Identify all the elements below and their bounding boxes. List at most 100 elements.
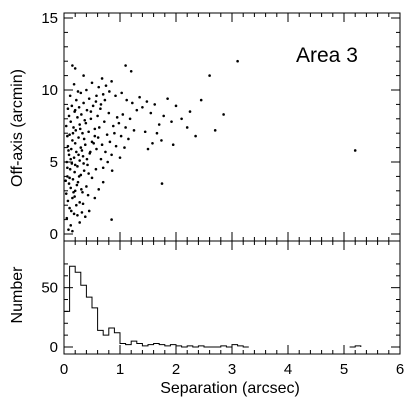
scatter-point bbox=[67, 228, 70, 231]
scatter-point bbox=[353, 149, 357, 152]
x-tick-label: 0 bbox=[60, 361, 68, 378]
scatter-point bbox=[67, 114, 71, 118]
scatter-point bbox=[145, 100, 149, 103]
scatter-point bbox=[138, 95, 141, 99]
scatter-point bbox=[82, 162, 85, 165]
scatter-point bbox=[75, 203, 78, 207]
scatter-point bbox=[170, 120, 173, 123]
scatter-point bbox=[99, 107, 102, 111]
scatter-point bbox=[66, 175, 69, 178]
scatter-point bbox=[68, 94, 72, 98]
scatter-axis-ticks bbox=[63, 13, 401, 241]
scatter-point bbox=[92, 141, 95, 145]
scatter-point bbox=[71, 177, 75, 181]
scatter-point bbox=[77, 136, 80, 139]
scatter-point bbox=[81, 190, 84, 194]
scatter-point bbox=[73, 195, 76, 198]
scatter-point bbox=[78, 221, 81, 224]
scatter-point bbox=[71, 196, 74, 200]
scatter-point bbox=[96, 136, 100, 139]
scatter-point bbox=[80, 188, 83, 191]
scatter-point bbox=[111, 124, 115, 128]
scatter-point bbox=[97, 126, 101, 129]
scatter-point bbox=[120, 91, 123, 95]
scatter-point bbox=[222, 113, 225, 116]
scatter-point bbox=[110, 80, 113, 83]
scatter-point bbox=[78, 127, 82, 131]
histogram-bin bbox=[86, 297, 92, 347]
scatter-point bbox=[85, 185, 88, 188]
scatter-point bbox=[129, 69, 133, 73]
scatter-point bbox=[160, 139, 163, 142]
scatter-point bbox=[141, 105, 144, 109]
scatter-point bbox=[81, 154, 85, 158]
scatter-y-tick-label: 0 bbox=[50, 226, 58, 243]
scatter-point bbox=[82, 137, 86, 141]
scatter-point bbox=[96, 114, 99, 118]
scatter-point bbox=[146, 147, 150, 151]
scatter-point bbox=[64, 179, 67, 183]
scatter-point bbox=[65, 216, 69, 220]
area-annotation: Area 3 bbox=[296, 44, 358, 67]
histogram-bin bbox=[98, 330, 104, 347]
scatter-point bbox=[76, 213, 79, 217]
scatter-point bbox=[104, 150, 107, 154]
scatter-point bbox=[89, 110, 93, 113]
scatter-point bbox=[113, 131, 116, 135]
histogram-panel-frame bbox=[63, 240, 401, 355]
scatter-point bbox=[73, 141, 77, 145]
scatter-point bbox=[104, 84, 108, 87]
scatter-point bbox=[162, 114, 165, 118]
scatter-point bbox=[94, 167, 98, 171]
scatter-point bbox=[83, 118, 87, 122]
scatter-point bbox=[91, 104, 95, 108]
scatter-point bbox=[157, 123, 161, 126]
scatter-point bbox=[64, 192, 68, 195]
scatter-point bbox=[80, 113, 83, 116]
scatter-point bbox=[153, 103, 157, 106]
scatter-point bbox=[135, 108, 139, 112]
scatter-point bbox=[78, 201, 81, 204]
scatter-point bbox=[124, 64, 127, 67]
histogram-bin bbox=[137, 343, 143, 347]
scatter-point bbox=[149, 111, 153, 115]
scatter-point bbox=[174, 104, 178, 108]
scatter-point bbox=[128, 117, 132, 121]
scatter-point bbox=[68, 133, 71, 136]
scatter-point bbox=[69, 224, 73, 227]
scatter-point bbox=[76, 116, 79, 119]
scatter-point bbox=[75, 183, 79, 187]
scatter-point bbox=[166, 97, 169, 100]
scatter-point bbox=[151, 141, 154, 145]
scatter-point bbox=[86, 163, 89, 167]
scatter-point bbox=[208, 74, 211, 77]
scatter-point bbox=[87, 172, 90, 175]
scatter-point bbox=[101, 180, 105, 184]
scatter-point bbox=[83, 143, 87, 147]
histogram-bin bbox=[131, 341, 137, 347]
scatter-point bbox=[131, 101, 134, 105]
scatter-point bbox=[171, 143, 175, 147]
x-tick-label: 2 bbox=[172, 361, 180, 378]
scatter-point bbox=[93, 196, 97, 200]
scatter-point bbox=[93, 127, 97, 131]
scatter-point bbox=[86, 193, 90, 197]
scatter-point bbox=[89, 117, 93, 121]
scatter-y-tick-label: 5 bbox=[50, 154, 58, 171]
histogram-bin bbox=[109, 328, 115, 347]
scatter-point bbox=[67, 153, 71, 157]
scatter-point bbox=[74, 129, 78, 132]
scatter-point bbox=[75, 150, 78, 154]
scatter-point bbox=[100, 143, 104, 147]
scatter-point bbox=[69, 209, 73, 213]
scatter-point bbox=[82, 101, 85, 105]
histogram-axis-ticks bbox=[63, 241, 401, 354]
scatter-point bbox=[69, 120, 73, 123]
scatter-point bbox=[213, 129, 217, 132]
scatter-point bbox=[118, 156, 122, 159]
scatter-point bbox=[77, 175, 81, 178]
scatter-point bbox=[76, 165, 79, 168]
scatter-point bbox=[73, 108, 77, 112]
scatter-point bbox=[185, 126, 189, 129]
